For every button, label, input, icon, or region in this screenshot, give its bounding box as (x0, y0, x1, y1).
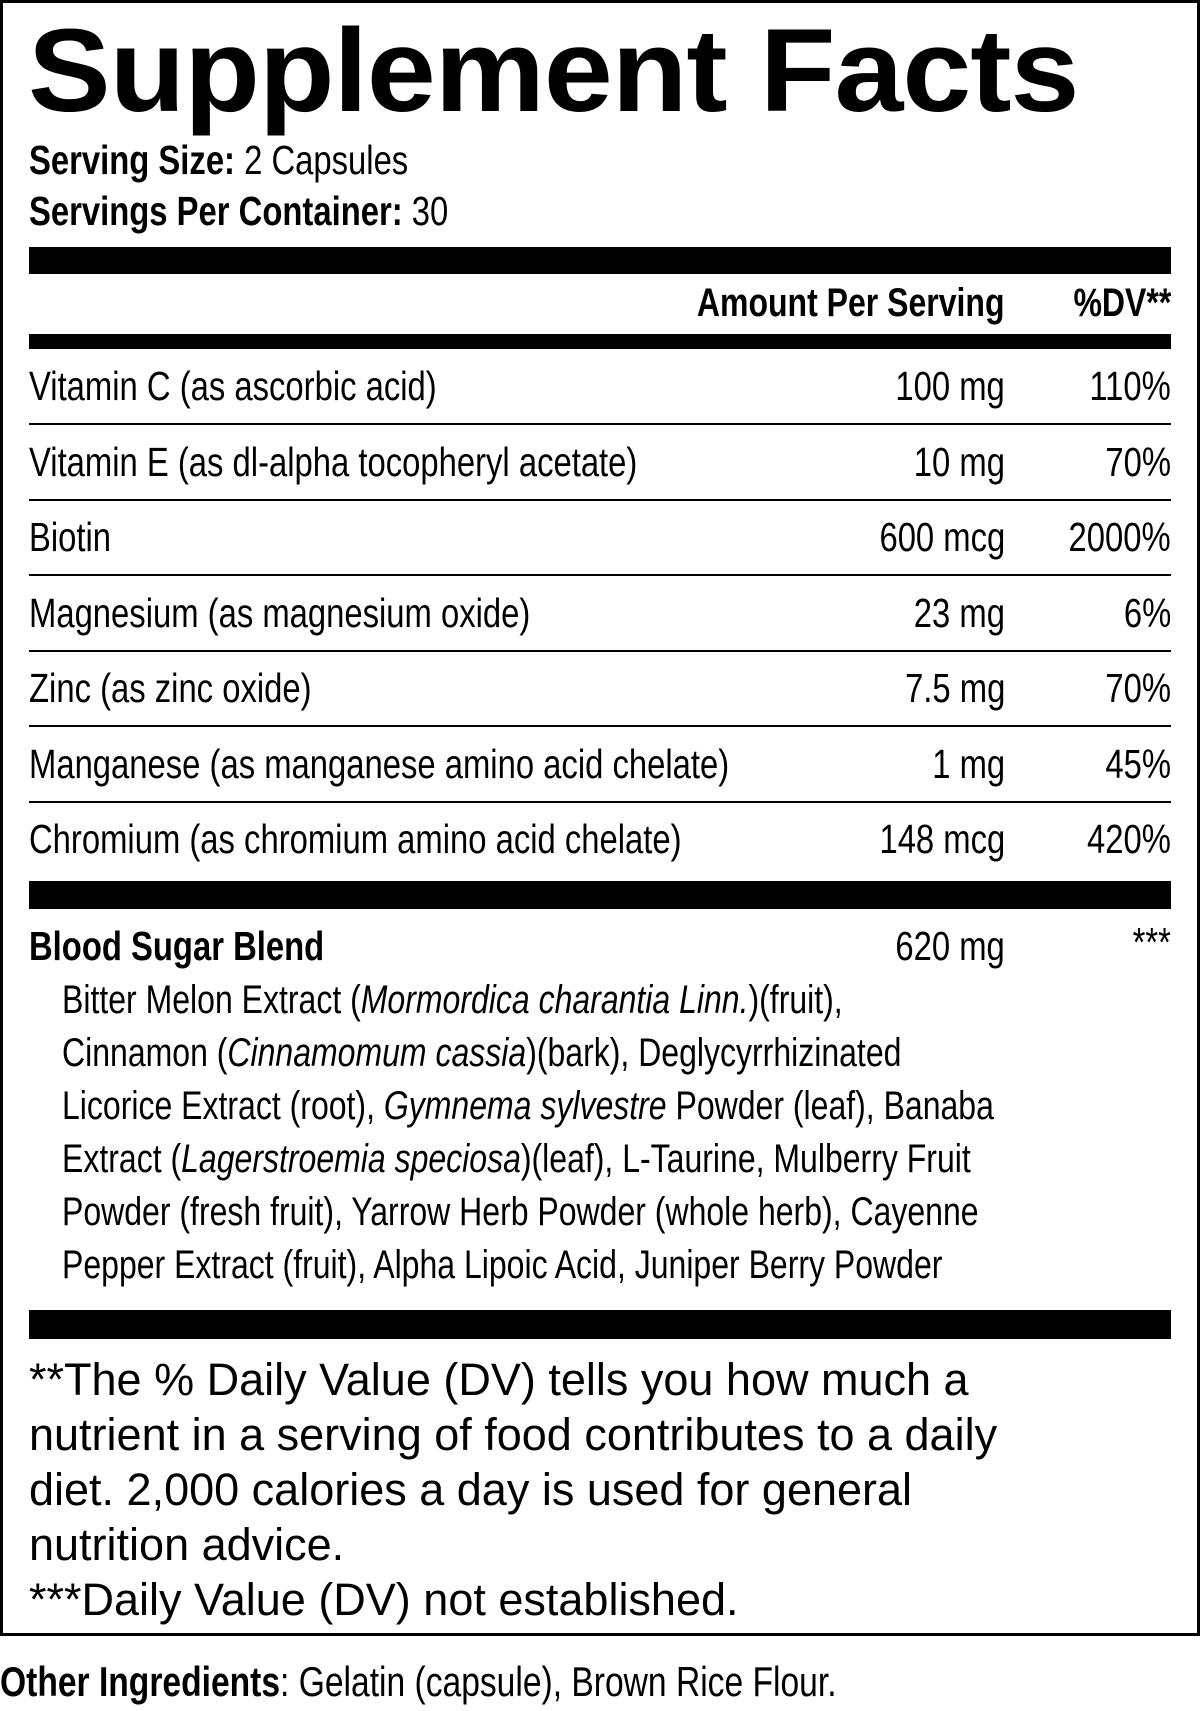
ingredient-text: Powder (leaf), Banaba (666, 1084, 994, 1128)
other-ingredients-label: Other Ingredients (0, 1658, 281, 1705)
row-divider (29, 498, 1171, 501)
serving-size: Serving Size: 2 Capsules (29, 136, 503, 184)
nutrient-name: Magnesium (as magnesium oxide) (29, 589, 531, 636)
footnote: nutrition advice. (29, 1519, 345, 1570)
servings-per-container: Servings Per Container: 30 (29, 187, 553, 235)
other-ingredients: Other Ingredients: Gelatin (capsule), Br… (0, 1656, 1046, 1708)
ingredient-text: Powder (fresh fruit), Yarrow Herb Powder… (62, 1190, 979, 1234)
ingredient-latin-name: Mormordica charantia Linn. (360, 978, 749, 1022)
nutrient-dv: 110% (1089, 363, 1171, 409)
nutrient-name: Manganese (as manganese amino acid chela… (29, 740, 730, 787)
nutrient-amount: 148 mcg (879, 816, 1005, 862)
ingredient-text: )(bark), Deglycyrrhizinated (526, 1031, 902, 1075)
row-divider (29, 574, 1171, 576)
ingredient-latin-name: Gymnema sylvestre (383, 1084, 667, 1128)
title-text: Supplement Facts (28, 5, 1079, 137)
nutrient-name: Vitamin C (as ascorbic acid) (29, 363, 437, 409)
nutrient-row: Vitamin C (as ascorbic acid) 100 mg 110% (29, 349, 1171, 424)
nutrient-dv: 45% (1105, 740, 1171, 787)
row-divider (29, 649, 1171, 652)
blend-ingredients-line: Extract (Lagerstroemia speciosa)(leaf), … (62, 1135, 1198, 1183)
ingredient-text: )(fruit), (748, 978, 843, 1022)
panel-title: Supplement Facts (28, 6, 1079, 136)
other-ingredients-value: : Gelatin (capsule), Brown Rice Flour. (280, 1658, 837, 1705)
nutrient-name: Biotin (29, 514, 112, 560)
ingredient-latin-name: Cinnamomum cassia (227, 1031, 527, 1075)
blend-amount: 620 mg (895, 923, 1005, 969)
ingredient-latin-name: Lagerstroemia speciosa (181, 1137, 521, 1181)
serving-size-label: Serving Size: (29, 137, 235, 183)
row-divider (29, 423, 1171, 425)
ingredient-text: Licorice Extract (root), (62, 1084, 384, 1128)
nutrient-row: Chromium (as chromium amino acid chelate… (29, 802, 1171, 877)
nutrient-row: Biotin 600 mcg 2000% (29, 500, 1171, 575)
nutrient-amount: 7.5 mg (904, 665, 1005, 711)
footnote: **The % Daily Value (DV) tells you how m… (29, 1354, 969, 1405)
ingredient-text: Bitter Melon Extract ( (62, 978, 361, 1022)
blend-dv: *** (1132, 919, 1171, 965)
servings-per-container-label: Servings Per Container: (29, 188, 403, 234)
nutrient-name: Chromium (as chromium amino acid chelate… (29, 816, 682, 862)
nutrient-amount: 10 mg (913, 438, 1005, 485)
blend-ingredients-line: Powder (fresh fruit), Yarrow Herb Powder… (62, 1188, 1200, 1236)
nutrient-row: Magnesium (as magnesium oxide) 23 mg 6% (29, 576, 1171, 651)
blend-ingredients-line: Bitter Melon Extract (Mormordica charant… (62, 976, 1038, 1024)
nutrient-amount: 1 mg (932, 740, 1005, 787)
nutrient-amount: 600 mcg (879, 514, 1005, 560)
blend-row: Blood Sugar Blend 620 mg *** (29, 908, 1171, 983)
nutrient-name: Zinc (as zinc oxide) (29, 665, 312, 711)
nutrient-amount: 23 mg (913, 589, 1005, 636)
nutrient-amount: 100 mg (895, 363, 1005, 409)
supplement-facts-panel (0, 0, 1200, 1636)
footnote: ***Daily Value (DV) not established. (29, 1574, 739, 1625)
nutrient-dv: 70% (1105, 665, 1171, 711)
amount-per-serving-header: Amount Per Serving (620, 279, 1005, 327)
footnote: diet. 2,000 calories a day is used for g… (29, 1464, 913, 1515)
ingredient-text: Cinnamon ( (62, 1031, 228, 1075)
divider-thick (29, 881, 1171, 909)
ingredient-text: )(leaf), L-Taurine, Mulberry Fruit (520, 1137, 971, 1181)
blend-name: Blood Sugar Blend (29, 923, 325, 969)
ingredient-text: Pepper Extract (fruit), Alpha Lipoic Aci… (62, 1243, 943, 1287)
nutrient-name: Vitamin E (as dl-alpha tocopheryl acetat… (29, 438, 638, 485)
divider-thick (29, 1310, 1171, 1339)
blend-ingredients-line: Pepper Extract (fruit), Alpha Lipoic Aci… (62, 1241, 1163, 1289)
nutrient-dv: 70% (1105, 438, 1171, 485)
serving-size-value: 2 Capsules (244, 137, 409, 183)
row-divider (29, 800, 1171, 803)
blend-ingredients-line: Cinnamon (Cinnamomum cassia)(bark), Degl… (62, 1029, 1111, 1077)
divider-medium (29, 334, 1171, 349)
amount-header-text: Amount Per Serving (697, 281, 1005, 325)
nutrient-row: Manganese (as manganese amino acid chela… (29, 727, 1171, 802)
divider-thick (29, 247, 1171, 274)
blend-ingredients-line: Licorice Extract (root), Gymnema sylvest… (62, 1082, 1200, 1130)
nutrient-dv: 420% (1087, 816, 1171, 862)
row-divider (29, 725, 1171, 727)
nutrient-dv: 6% (1123, 589, 1171, 636)
nutrient-row: Vitamin E (as dl-alpha tocopheryl acetat… (29, 425, 1171, 500)
footnote: nutrient in a serving of food contribute… (29, 1409, 998, 1460)
nutrient-row: Zinc (as zinc oxide) 7.5 mg 70% (29, 651, 1171, 726)
dv-header-text: %DV** (1073, 281, 1171, 325)
servings-per-container-value: 30 (411, 188, 449, 234)
dv-header: %DV** (1049, 279, 1171, 327)
nutrient-dv: 2000% (1068, 514, 1171, 560)
ingredient-text: Extract ( (62, 1137, 182, 1181)
